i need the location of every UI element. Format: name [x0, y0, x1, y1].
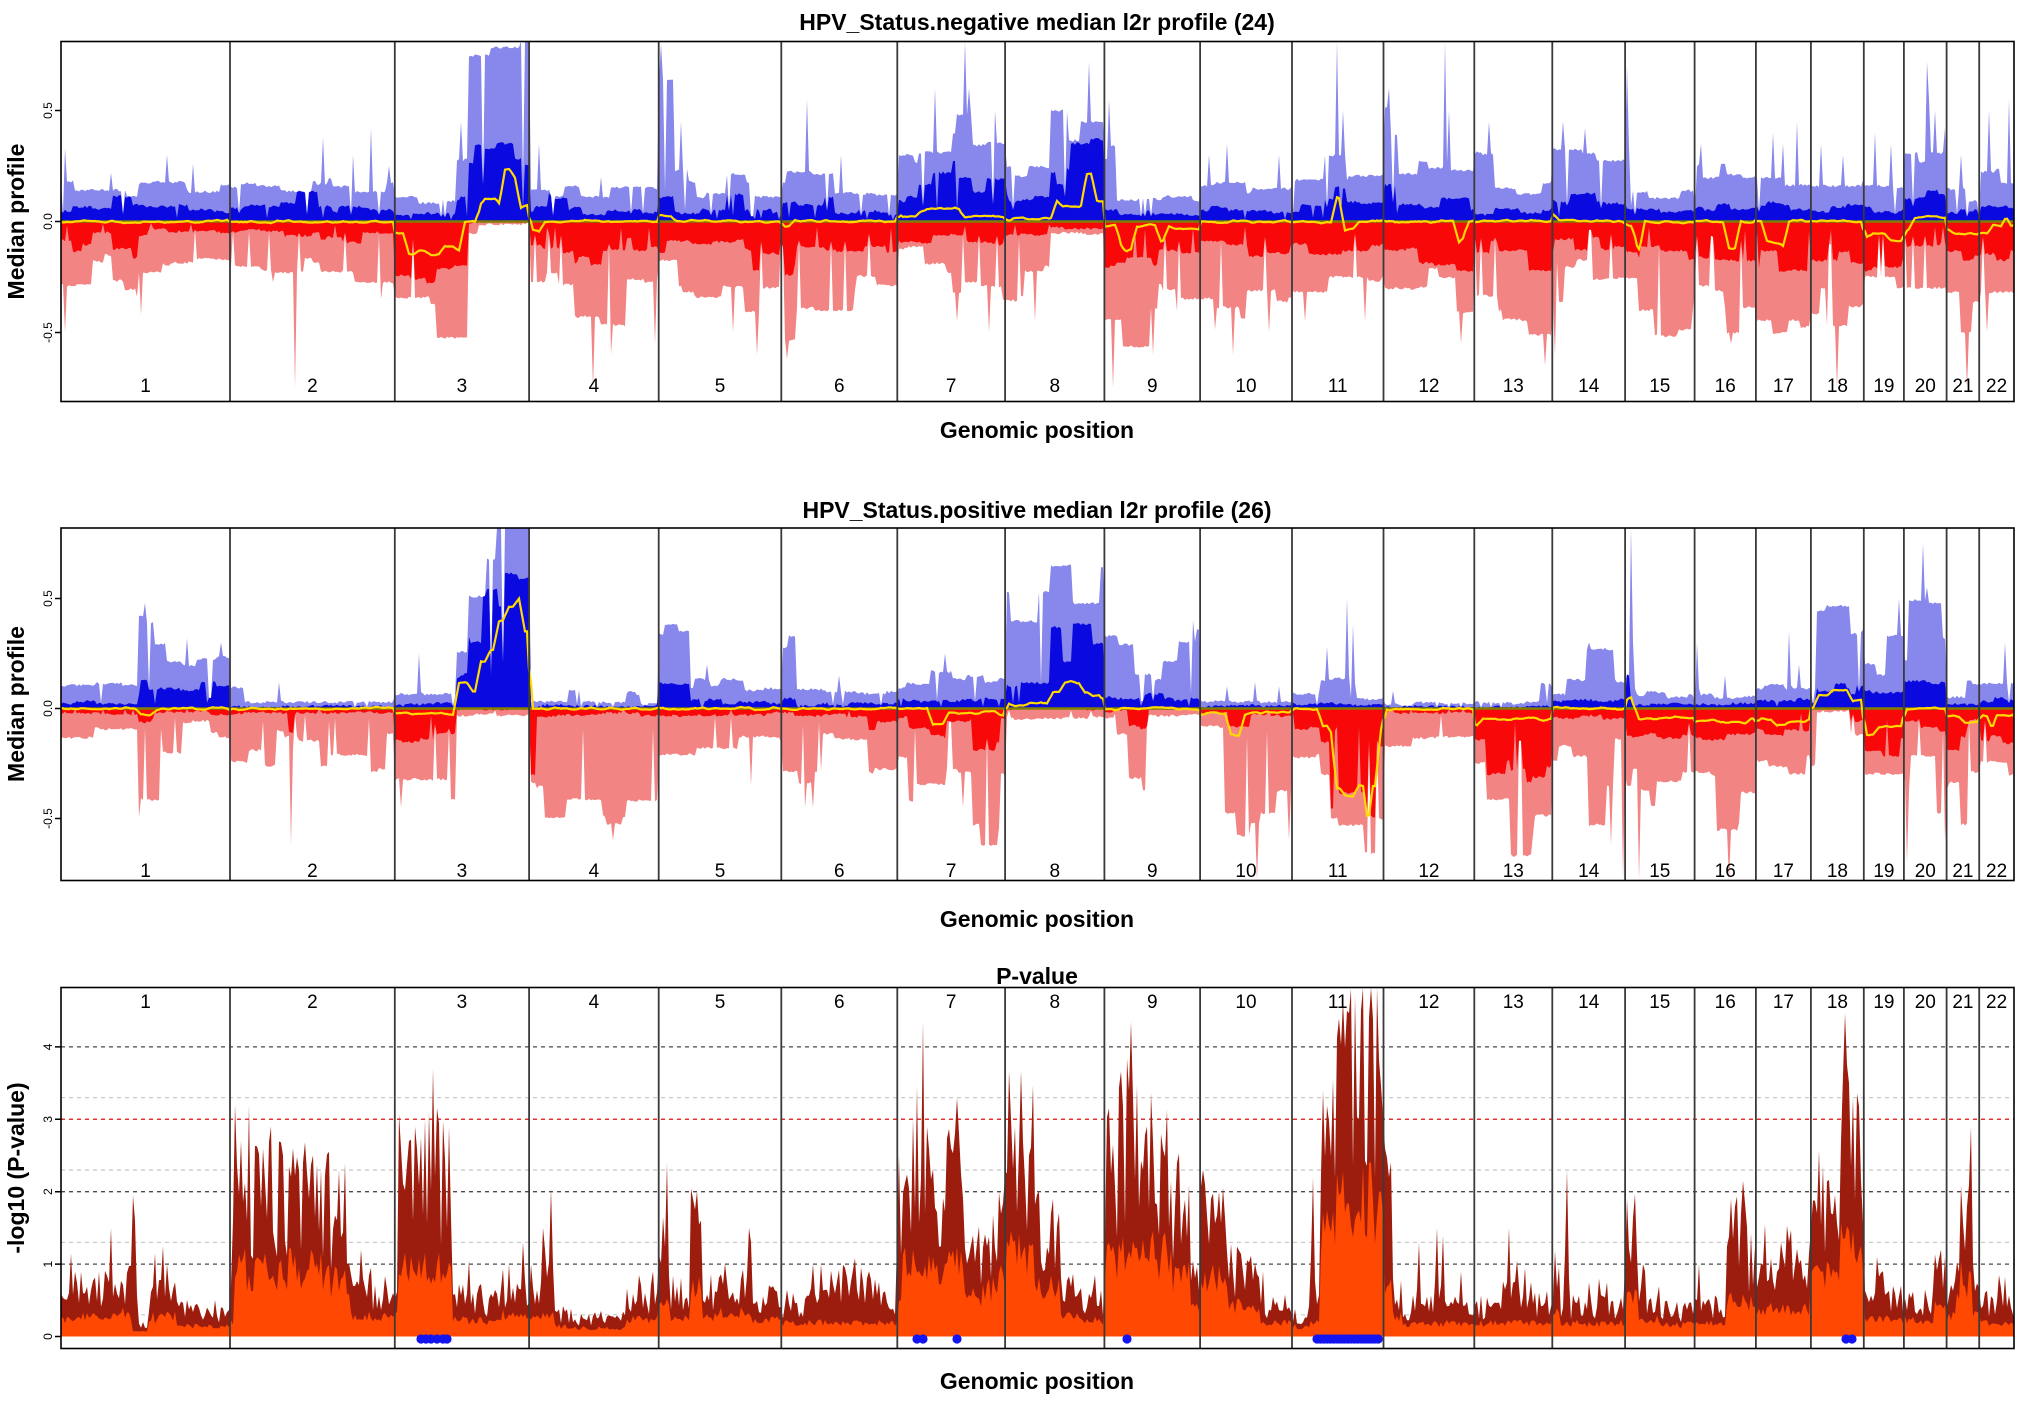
svg-text:15: 15: [1649, 861, 1670, 882]
svg-text:2: 2: [41, 1188, 55, 1195]
svg-text:19: 19: [1873, 861, 1894, 882]
svg-text:20: 20: [1915, 376, 1936, 397]
svg-text:8: 8: [1050, 376, 1061, 397]
svg-text:3: 3: [457, 861, 468, 882]
svg-text:9: 9: [1147, 376, 1158, 397]
svg-text:P-value: P-value: [996, 963, 1078, 989]
svg-text:11: 11: [1328, 376, 1348, 397]
svg-text:Genomic position: Genomic position: [940, 417, 1134, 443]
svg-text:8: 8: [1050, 861, 1061, 882]
svg-text:5: 5: [715, 376, 726, 397]
svg-text:2: 2: [307, 376, 318, 397]
svg-text:0.5: 0.5: [41, 590, 55, 607]
svg-text:7: 7: [946, 376, 957, 397]
svg-text:12: 12: [1418, 992, 1439, 1013]
svg-text:4: 4: [41, 1043, 55, 1050]
svg-text:1: 1: [41, 1260, 55, 1267]
svg-text:1: 1: [140, 376, 151, 397]
svg-text:21: 21: [1952, 376, 1973, 397]
svg-text:1: 1: [140, 992, 151, 1013]
svg-text:4: 4: [589, 861, 600, 882]
svg-text:21: 21: [1952, 992, 1973, 1013]
svg-text:10: 10: [1235, 376, 1256, 397]
svg-text:13: 13: [1503, 376, 1524, 397]
svg-text:17: 17: [1773, 861, 1794, 882]
svg-text:0.5: 0.5: [41, 102, 55, 119]
svg-text:13: 13: [1503, 992, 1524, 1013]
svg-text:22: 22: [1986, 992, 2007, 1013]
svg-text:-0.5: -0.5: [41, 808, 55, 829]
svg-text:0.0: 0.0: [41, 700, 55, 717]
svg-text:17: 17: [1773, 376, 1794, 397]
svg-text:12: 12: [1418, 376, 1439, 397]
svg-text:14: 14: [1578, 376, 1600, 397]
svg-text:16: 16: [1715, 376, 1736, 397]
svg-text:3: 3: [457, 992, 468, 1013]
svg-text:13: 13: [1503, 861, 1524, 882]
svg-text:HPV_Status.negative median l2r: HPV_Status.negative median l2r profile (…: [799, 9, 1274, 35]
svg-text:11: 11: [1328, 861, 1348, 882]
svg-text:Median profile: Median profile: [3, 144, 29, 300]
svg-text:5: 5: [715, 992, 726, 1013]
svg-text:3: 3: [41, 1116, 55, 1123]
svg-text:22: 22: [1986, 861, 2007, 882]
svg-text:6: 6: [834, 992, 845, 1013]
svg-text:5: 5: [715, 861, 726, 882]
svg-text:22: 22: [1986, 376, 2007, 397]
svg-text:18: 18: [1827, 861, 1848, 882]
svg-text:11: 11: [1328, 992, 1348, 1013]
svg-text:8: 8: [1050, 992, 1061, 1013]
svg-text:20: 20: [1915, 861, 1936, 882]
svg-text:10: 10: [1235, 861, 1256, 882]
svg-text:7: 7: [946, 861, 957, 882]
svg-text:0.0: 0.0: [41, 213, 55, 230]
svg-text:15: 15: [1649, 992, 1670, 1013]
svg-text:1: 1: [140, 861, 151, 882]
svg-text:16: 16: [1715, 861, 1736, 882]
svg-text:6: 6: [834, 376, 845, 397]
svg-text:15: 15: [1649, 376, 1670, 397]
svg-text:10: 10: [1235, 992, 1256, 1013]
svg-text:4: 4: [589, 376, 600, 397]
svg-text:18: 18: [1827, 992, 1848, 1013]
svg-text:16: 16: [1715, 992, 1736, 1013]
svg-text:4: 4: [589, 992, 600, 1013]
svg-text:19: 19: [1873, 376, 1894, 397]
svg-text:9: 9: [1147, 992, 1158, 1013]
svg-text:20: 20: [1915, 992, 1936, 1013]
svg-text:-log10 (P-value): -log10 (P-value): [3, 1082, 29, 1253]
svg-text:12: 12: [1418, 861, 1439, 882]
svg-text:Median profile: Median profile: [3, 626, 29, 782]
svg-text:0: 0: [41, 1333, 55, 1340]
svg-text:2: 2: [307, 861, 318, 882]
svg-text:Genomic position: Genomic position: [940, 906, 1134, 932]
svg-text:9: 9: [1147, 861, 1158, 882]
svg-text:18: 18: [1827, 376, 1848, 397]
svg-text:14: 14: [1578, 992, 1600, 1013]
svg-text:6: 6: [834, 861, 845, 882]
svg-text:7: 7: [946, 992, 957, 1013]
svg-text:14: 14: [1578, 861, 1600, 882]
svg-text:-0.5: -0.5: [41, 322, 55, 343]
svg-text:HPV_Status.positive median l2r: HPV_Status.positive median l2r profile (…: [802, 497, 1271, 523]
svg-text:Genomic position: Genomic position: [940, 1368, 1134, 1394]
svg-text:21: 21: [1952, 861, 1973, 882]
svg-text:19: 19: [1873, 992, 1894, 1013]
svg-text:2: 2: [307, 992, 318, 1013]
svg-text:17: 17: [1773, 992, 1794, 1013]
svg-text:3: 3: [457, 376, 468, 397]
